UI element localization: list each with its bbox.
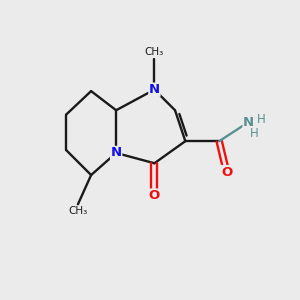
Text: CH₃: CH₃ [145, 47, 164, 57]
Text: H: H [256, 113, 266, 126]
Text: N: N [149, 83, 160, 96]
Text: H: H [250, 127, 259, 140]
Text: N: N [111, 146, 122, 159]
Text: O: O [149, 189, 160, 202]
Text: CH₃: CH₃ [68, 206, 88, 216]
Text: O: O [221, 166, 232, 178]
Text: N: N [243, 116, 254, 128]
